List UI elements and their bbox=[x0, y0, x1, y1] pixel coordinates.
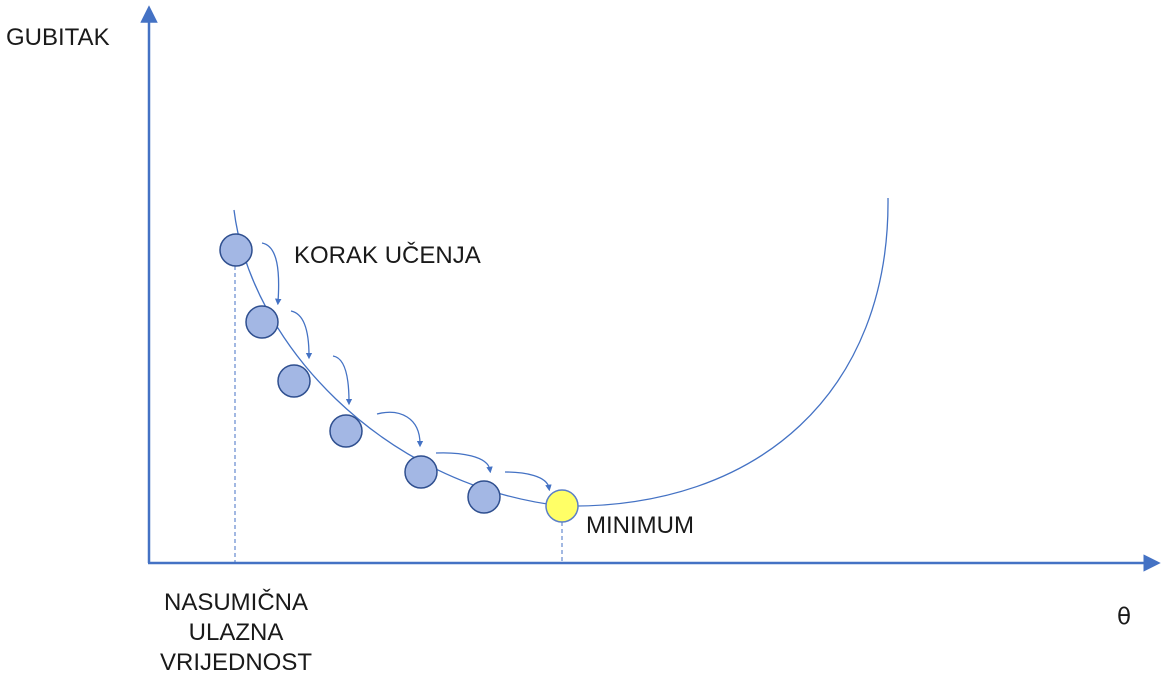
step-point bbox=[329, 414, 363, 448]
random-start-line-3: VRIJEDNOST bbox=[159, 649, 312, 676]
step-point bbox=[219, 233, 253, 267]
random-start-line-2: ULAZNA bbox=[188, 619, 284, 646]
step-point bbox=[404, 455, 438, 489]
step-point bbox=[467, 480, 501, 514]
x-axis-label: θ bbox=[1117, 604, 1132, 630]
step-point bbox=[245, 305, 279, 339]
minimum-label: MINIMUM bbox=[586, 512, 694, 539]
step-arrow-4 bbox=[376, 411, 424, 448]
step-arrow-1 bbox=[261, 242, 282, 306]
y-axis-label: GUBITAK bbox=[6, 24, 110, 51]
step-point bbox=[277, 364, 311, 398]
step-arrow-6 bbox=[504, 471, 552, 492]
step-arrow-2 bbox=[290, 310, 313, 360]
step-arrow-3 bbox=[332, 355, 353, 406]
minimum-point bbox=[545, 489, 579, 523]
learning-step-label: KORAK UČENJA bbox=[294, 242, 481, 269]
random-start-line-1: NASUMIČNA bbox=[163, 589, 308, 616]
step-arrow-5 bbox=[435, 452, 493, 474]
random-start-label: NASUMIČNA ULAZNA VRIJEDNOST bbox=[136, 588, 336, 678]
